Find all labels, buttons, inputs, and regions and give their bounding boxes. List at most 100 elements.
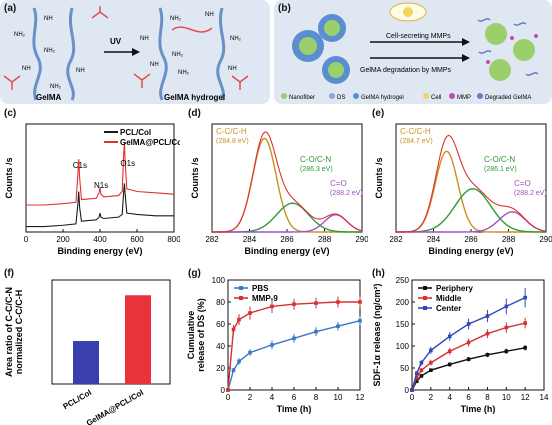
envelope-line	[395, 134, 547, 233]
data-point	[429, 368, 433, 372]
arrow-bottom-head	[462, 54, 470, 62]
y-tick-label: 60	[216, 320, 225, 329]
uv-label: UV	[110, 37, 122, 46]
annotation-sub-1: (286.1 eV)	[484, 166, 517, 173]
y-axis-label: Counts /s	[190, 157, 200, 198]
x-tick-label: 0	[226, 393, 231, 402]
legend-marker-0	[239, 286, 243, 290]
legend-label-3: Cell	[431, 95, 441, 101]
x-tick-label: 286	[280, 235, 294, 244]
label-nh2-6: NH₂	[172, 52, 184, 58]
legend-label-1: GelMA@PCL/Col	[120, 138, 180, 147]
data-point	[523, 345, 527, 350]
data-point	[231, 327, 236, 332]
series-line-1	[411, 322, 526, 391]
data-point	[466, 357, 471, 361]
data-point	[237, 317, 241, 322]
uv-arrow-head	[132, 48, 140, 56]
annotation-1: C-O/C-N	[484, 155, 515, 164]
y-tick-label: 50	[400, 364, 409, 373]
gelma-label: GelMA	[36, 93, 62, 102]
data-point	[414, 375, 419, 380]
legend-label-1: DS	[337, 95, 345, 101]
legend-swatch-5	[477, 93, 483, 99]
data-point	[292, 302, 296, 306]
xps-c1s-chart-gelma: 282 284 286 288 290 Binding energy (eV) Counts…	[374, 123, 552, 256]
schematic-gelma-crosslinking: (a) NH NH₂ NH₂ NH NH NH₂ GelMA UV	[0, 0, 270, 104]
data-point	[237, 359, 241, 364]
y-tick-label: 100	[212, 276, 226, 285]
bar-0	[73, 341, 99, 384]
x-tick-label: 14	[540, 393, 549, 402]
data-point	[447, 362, 452, 367]
series-line-0	[227, 320, 361, 391]
degraded-cluster-right	[477, 18, 539, 81]
label-nh-1: NH	[44, 16, 53, 22]
data-point	[419, 368, 424, 372]
panel-label-d: (d)	[188, 108, 201, 119]
panel-label-h: (h)	[372, 268, 385, 279]
x-tick-label: 282	[389, 235, 403, 244]
panel-label-e: (e)	[372, 108, 385, 119]
legend-label-2: GelMA hydrogel	[361, 95, 404, 101]
label-nh-2: NH	[22, 66, 31, 72]
area-ratio-bar-chart: Area ratio of C-C/C-N normalized C-C/C-H P…	[4, 279, 171, 425]
legend-label-1: Middle	[436, 294, 462, 303]
ds-release-chart: 0 2 4 6 8 10 12 0 20 40 60 80 100 Time (h) Cumulative r…	[186, 276, 365, 414]
y-tick-label: 200	[396, 298, 410, 307]
x-tick-label: 10	[502, 393, 511, 402]
category-label-0: PCL/Col	[62, 388, 93, 411]
legend-marker-2	[423, 306, 427, 310]
panel-label-b: (b)	[278, 3, 291, 14]
y-tick-label: 0	[405, 386, 410, 395]
sdf1a-release-chart: 0 2 4 6 8 10 12 14 0 50 100 150 200 250 Time (h) SDF-1α…	[372, 276, 549, 414]
data-point	[248, 350, 252, 355]
data-point	[314, 301, 318, 305]
panel-d: (d) 282 284 286 288 290 Binding energy (eV) Co…	[184, 106, 369, 266]
xps-c1s-chart-pclcol: 282 284 286 288 290 Binding energy (eV) Counts…	[190, 123, 369, 256]
legend-label-1: MMP-9	[252, 294, 278, 303]
label-nh2-8: NH₂	[178, 70, 190, 76]
data-point	[358, 318, 362, 323]
xps-survey-chart: 0 200 400 600 800 Binding energy (eV) Counts /…	[4, 123, 184, 256]
x-axis-label: Time (h)	[277, 404, 312, 414]
data-point	[466, 322, 471, 326]
y-tick-label: 250	[396, 276, 410, 285]
annotation-sub-0: (284.8 eV)	[216, 138, 249, 145]
data-point	[504, 325, 509, 330]
bar-1	[125, 295, 151, 384]
legend-label-0: Nanofiber	[289, 95, 315, 101]
data-point	[358, 300, 362, 304]
x-tick-label: 600	[130, 235, 144, 244]
data-point	[485, 353, 490, 357]
peak-label-0: C1s	[73, 161, 87, 170]
x-axis-label: Binding energy (eV)	[57, 246, 142, 256]
data-point	[226, 388, 230, 392]
data-point	[447, 334, 452, 339]
label-nh2-2: NH₂	[44, 48, 56, 54]
panel-g: (g) 0 2 4 6 8 10 12 0 20 40 60 80 100 Time (h) Cumulat…	[184, 266, 368, 425]
legend-label-5: Degraded GelMA	[485, 95, 531, 101]
legend-swatch-3	[423, 93, 429, 99]
legend-marker-1	[239, 296, 243, 300]
x-tick-label: 286	[464, 235, 478, 244]
panel-label-f: (f)	[4, 268, 14, 279]
x-tick-label: 8	[485, 393, 490, 402]
cell-secreting	[389, 2, 427, 22]
legend-swatch-1	[329, 93, 335, 99]
panel-c: (c) 0 200 400 600 800 Binding energy (eV) Coun…	[0, 106, 184, 266]
label-nh2-3: NH₂	[50, 84, 62, 90]
legend-label-4: MMP	[457, 95, 471, 101]
schematic-b-drawing: Cell-secreting MMPs GelMA degradation by…	[281, 2, 539, 101]
legend-label-0: Periphery	[436, 284, 473, 293]
legend-marker-0	[423, 286, 427, 290]
panel-h: (h) 0 2 4 6 8 10 12 14 0 50 100 150 200 250 Time (h) SD…	[368, 266, 552, 425]
x-tick-label: 10	[334, 393, 343, 402]
legend-label-0: PBS	[252, 284, 269, 293]
panel-e: (e) 282 284 286 288 290 Binding energy (eV) Co…	[368, 106, 552, 266]
annotation-0: C-C/C-H	[400, 127, 431, 136]
label-nh-4: NH	[228, 66, 237, 72]
legend-swatch-0	[281, 93, 287, 99]
y-tick-label: 80	[216, 298, 225, 307]
